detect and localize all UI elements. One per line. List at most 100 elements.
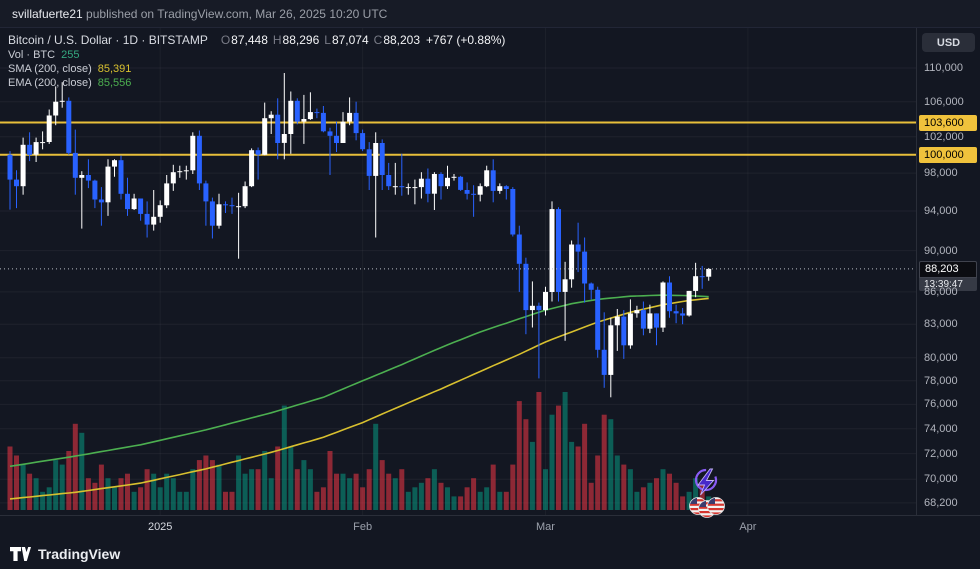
flag-stickers[interactable] (689, 497, 725, 518)
volume-bar (562, 392, 568, 510)
candle-body (608, 325, 614, 375)
candle-body (477, 186, 483, 195)
candle-body (497, 186, 503, 191)
candle-body (164, 183, 170, 206)
legend-volume-row[interactable]: Vol · BTC 255 (8, 48, 505, 62)
volume-value: 255 (61, 49, 80, 61)
volume-bar (294, 469, 300, 510)
volume-bar (92, 482, 98, 510)
volume-bar (445, 487, 450, 510)
candle-body (510, 189, 516, 235)
time-tick-label: Mar (535, 521, 555, 533)
price-tick-label: 90,000 (924, 244, 958, 257)
legend-symbol-row[interactable]: Bitcoin / U.S. Dollar · 1D · BITSTAMP O 87… (8, 32, 505, 48)
candle-body (294, 100, 300, 122)
volume-bar (614, 455, 620, 510)
candle-body (92, 180, 98, 200)
volume-bar (680, 496, 686, 510)
candle-body (366, 149, 372, 176)
volume-bar (399, 469, 405, 510)
volume-bar (53, 460, 59, 510)
candle-body (523, 263, 529, 311)
level-price-label: 100,000 (919, 146, 977, 163)
chart-stickers[interactable] (688, 466, 736, 522)
volume-bar (627, 469, 633, 510)
sma-line (9, 297, 709, 500)
lightning-bolt-icon (697, 468, 715, 496)
candle-body (334, 135, 339, 143)
legend-ema-row[interactable]: EMA (200, close) 85,556 (8, 76, 505, 90)
volume-bar (301, 460, 307, 510)
volume-bar (14, 455, 19, 510)
volume-bar (516, 401, 522, 510)
candle-body (131, 198, 137, 210)
candle-body (53, 101, 59, 116)
volume-bar (510, 464, 516, 510)
candle-body (157, 205, 163, 217)
volume-bar (118, 478, 124, 510)
price-tick-label: 78,000 (924, 374, 958, 387)
chart-pane[interactable]: Bitcoin / U.S. Dollar · 1D · BITSTAMP O 87… (0, 28, 916, 518)
volume-bar (699, 482, 705, 510)
volume-bar (131, 491, 137, 510)
volume-bar (458, 496, 464, 510)
volume-bar (484, 487, 490, 510)
candle-body (281, 134, 287, 143)
close-label: C (373, 33, 383, 47)
tradingview-logo-link[interactable]: TradingView (10, 545, 120, 563)
lightning-bolt-sticker[interactable] (692, 466, 720, 496)
ema-label: EMA (200, close) (8, 77, 92, 89)
time-axis[interactable]: 2025 Feb Mar Apr (0, 515, 980, 539)
price-tick-label: 74,000 (924, 422, 958, 435)
volume-bar (686, 491, 692, 510)
price-tick-label: 98,000 (924, 167, 958, 180)
candle-body (445, 177, 450, 187)
legend-sma-row[interactable]: SMA (200, close) 85,391 (8, 62, 505, 76)
candle-body (255, 150, 261, 155)
volume-bar (373, 423, 379, 510)
volume-bar (170, 478, 176, 510)
volume-bar (412, 487, 418, 510)
price-tick-label: 80,000 (924, 351, 958, 364)
volume-bar (451, 496, 457, 510)
candle-body (66, 100, 72, 153)
candle-body (320, 112, 326, 132)
price-tick-label: 86,000 (924, 285, 958, 298)
chart-legend: Bitcoin / U.S. Dollar · 1D · BITSTAMP O 87… (8, 32, 505, 90)
publish-author-link[interactable]: svillafuerte21 (12, 6, 83, 21)
price-tick-label: 102,000 (924, 130, 964, 143)
candle-body (673, 311, 679, 314)
volume-bar (647, 482, 653, 510)
high-value: 88,296 (282, 33, 320, 47)
volume-bar (229, 491, 235, 510)
candle-body (634, 310, 640, 314)
candle-body (27, 144, 33, 155)
candle-body (471, 193, 477, 195)
candle-body (151, 216, 157, 225)
candle-body (112, 160, 117, 167)
publish-bar: svillafuerte21 published on TradingView.… (0, 0, 980, 28)
symbol-title[interactable]: Bitcoin / U.S. Dollar · 1D · BITSTAMP (8, 33, 208, 47)
candlestick-chart[interactable] (0, 28, 916, 515)
volume-bar (144, 469, 150, 510)
candle-body (647, 313, 653, 329)
volume-bar (177, 491, 183, 510)
candle-body (490, 170, 496, 191)
volume-bar (595, 455, 601, 510)
candle-body (7, 154, 13, 180)
volume-bar (85, 478, 91, 510)
us-flag-icon (707, 497, 725, 515)
level-price-label: 103,600 (919, 114, 977, 131)
candle-body (549, 209, 555, 292)
volume-bar (183, 491, 189, 510)
currency-toggle-button[interactable]: USD (922, 33, 975, 52)
volume-bar (673, 482, 679, 510)
candle-body (464, 190, 470, 194)
candle-body (236, 206, 242, 208)
candle-body (268, 114, 274, 119)
volume-bar (216, 464, 222, 510)
candle-body (418, 178, 424, 188)
candle-body (223, 204, 228, 206)
low-label: L (324, 33, 331, 47)
price-axis[interactable]: USD 88,203 13:39:47 110,000 106,000 102,00… (916, 28, 980, 515)
